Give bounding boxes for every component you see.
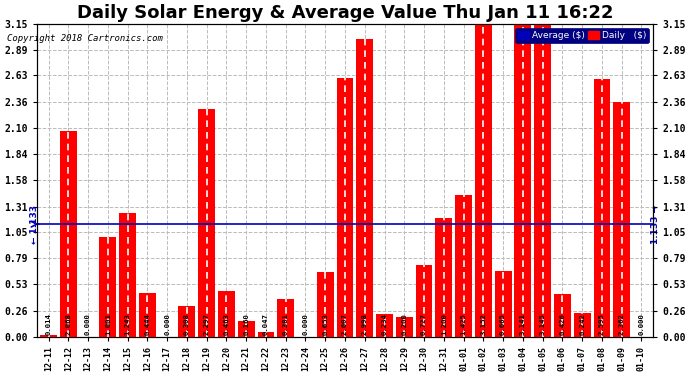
- Bar: [574, 313, 591, 337]
- Title: Daily Solar Energy & Average Value Thu Jan 11 16:22: Daily Solar Energy & Average Value Thu J…: [77, 4, 613, 22]
- Text: 0.000: 0.000: [164, 314, 170, 335]
- Bar: [534, 24, 551, 337]
- Bar: [515, 25, 531, 337]
- Text: 0.000: 0.000: [85, 314, 91, 335]
- Bar: [455, 195, 472, 337]
- Bar: [218, 291, 235, 337]
- Text: 0.308: 0.308: [184, 314, 190, 335]
- Bar: [119, 213, 136, 337]
- Bar: [475, 24, 492, 337]
- Bar: [495, 271, 511, 337]
- Bar: [415, 264, 433, 337]
- Bar: [139, 292, 156, 337]
- Bar: [337, 78, 353, 337]
- Text: 0.727: 0.727: [421, 314, 427, 335]
- Bar: [435, 217, 452, 337]
- Text: 0.426: 0.426: [560, 314, 565, 335]
- Text: 0.381: 0.381: [283, 314, 288, 335]
- Bar: [198, 108, 215, 337]
- Text: 2.297: 2.297: [204, 314, 210, 335]
- Text: 0.014: 0.014: [46, 314, 52, 335]
- Text: 0.242: 0.242: [579, 314, 585, 335]
- Text: Copyright 2018 Cartronics.com: Copyright 2018 Cartronics.com: [7, 34, 163, 43]
- Bar: [554, 294, 571, 337]
- Text: 1.243: 1.243: [125, 314, 130, 335]
- Text: 2.362: 2.362: [619, 314, 624, 335]
- Text: 0.000: 0.000: [302, 314, 308, 335]
- Text: 2.068: 2.068: [66, 314, 71, 335]
- Text: 3.145: 3.145: [540, 314, 546, 335]
- Text: 0.665: 0.665: [500, 314, 506, 335]
- Text: 1.200: 1.200: [441, 314, 447, 335]
- Text: 1.001: 1.001: [105, 314, 111, 335]
- Text: 3.152: 3.152: [480, 314, 486, 335]
- Bar: [99, 237, 116, 337]
- Text: 0.160: 0.160: [243, 314, 249, 335]
- Text: 0.444: 0.444: [144, 314, 150, 335]
- Text: 3.141: 3.141: [520, 314, 526, 335]
- Bar: [179, 306, 195, 337]
- Text: 0.463: 0.463: [224, 314, 229, 335]
- Bar: [376, 314, 393, 337]
- Text: ← 1.133: ← 1.133: [30, 205, 39, 244]
- Bar: [257, 332, 275, 337]
- Text: 2.607: 2.607: [342, 314, 348, 335]
- Text: 0.047: 0.047: [263, 314, 269, 335]
- Bar: [593, 79, 611, 337]
- Text: 2.998: 2.998: [362, 314, 368, 335]
- Text: 0.000: 0.000: [638, 314, 644, 335]
- Text: 1.425: 1.425: [461, 314, 466, 335]
- Bar: [356, 39, 373, 337]
- Text: 0.653: 0.653: [322, 314, 328, 335]
- Bar: [317, 272, 334, 337]
- Bar: [277, 299, 294, 337]
- Text: 1.133 →: 1.133 →: [651, 205, 660, 244]
- Bar: [60, 131, 77, 337]
- Text: 2.595: 2.595: [599, 314, 605, 335]
- Text: 0.234: 0.234: [382, 314, 388, 335]
- Bar: [238, 321, 255, 337]
- Bar: [613, 102, 630, 337]
- Legend: Average ($), Daily   ($): Average ($), Daily ($): [515, 28, 649, 43]
- Bar: [396, 317, 413, 337]
- Text: 0.200: 0.200: [402, 314, 407, 335]
- Bar: [40, 335, 57, 337]
